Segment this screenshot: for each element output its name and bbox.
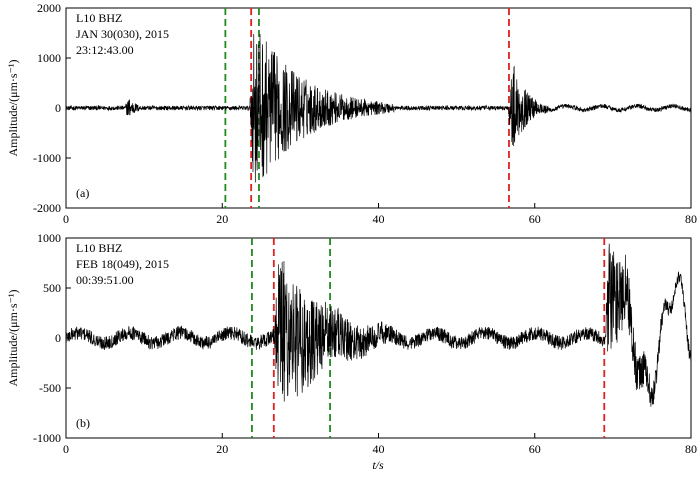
panel-a-info-date: JAN 30(030), 2015: [76, 27, 169, 41]
panel-b-ylabel: Amplitude/(μm·s⁻¹): [6, 289, 20, 386]
panel-b-y-tick-label: 0: [55, 331, 61, 345]
panel-a-y-tick-label: 2000: [37, 1, 61, 15]
panel-b-y-tick-label: 1000: [37, 231, 61, 245]
panel-b-waveform-trace: [65, 243, 692, 407]
panel-b-info-station: L10 BHZ: [76, 241, 122, 255]
panel-a: -2000 -1000 0 1000 2000 0 20 40 60 80 L10 BHZ JA…: [6, 1, 697, 226]
panel-a-y-ticks: -2000 -1000 0 1000 2000: [33, 1, 71, 215]
panel-a-x-tick-label: 20: [216, 212, 228, 226]
panel-a-info-station: L10 BHZ: [76, 11, 122, 25]
panel-b-x-ticks: 0 20 40 60 80: [63, 433, 697, 456]
panel-b-x-tick-label: 0: [63, 442, 69, 456]
panel-a-y-tick-label: -1000: [33, 151, 61, 165]
panel-b-x-tick-label: 20: [216, 442, 228, 456]
panel-a-x-tick-label: 40: [373, 212, 385, 226]
panel-b-y-tick-label: -1000: [33, 431, 61, 445]
panel-b-y-ticks: -1000 -500 0 500 1000: [33, 231, 71, 445]
panel-b-label: (b): [76, 416, 90, 430]
panel-a-x-tick-label: 0: [63, 212, 69, 226]
panel-b-info-date: FEB 18(049), 2015: [76, 257, 169, 271]
panel-a-x-tick-label: 60: [529, 212, 541, 226]
panel-b-x-tick-label: 60: [529, 442, 541, 456]
panel-a-y-tick-label: 1000: [37, 51, 61, 65]
panel-b-y-tick-label: -500: [39, 381, 61, 395]
panel-a-y-tick-label: 0: [55, 101, 61, 115]
panel-b-xlabel: t/s: [372, 458, 384, 472]
panel-a-x-ticks: 0 20 40 60 80: [63, 203, 697, 226]
panel-a-x-tick-label: 80: [685, 212, 697, 226]
panel-a-ylabel: Amplitude/(μm·s⁻¹): [6, 59, 20, 156]
panel-a-label: (a): [76, 186, 89, 200]
panel-a-y-tick-label: -2000: [33, 201, 61, 215]
panel-b-y-tick-label: 500: [43, 281, 61, 295]
panel-b: -1000 -500 0 500 1000 0 20 40 60 80 L10 BHZ FEB …: [6, 231, 697, 472]
panel-b-x-tick-label: 40: [373, 442, 385, 456]
panel-b-info-time: 00:39:51.00: [76, 273, 134, 287]
panel-b-x-tick-label: 80: [685, 442, 697, 456]
panel-a-info-time: 23:12:43.00: [76, 43, 134, 57]
panel-a-waveform-trace: [65, 33, 692, 183]
